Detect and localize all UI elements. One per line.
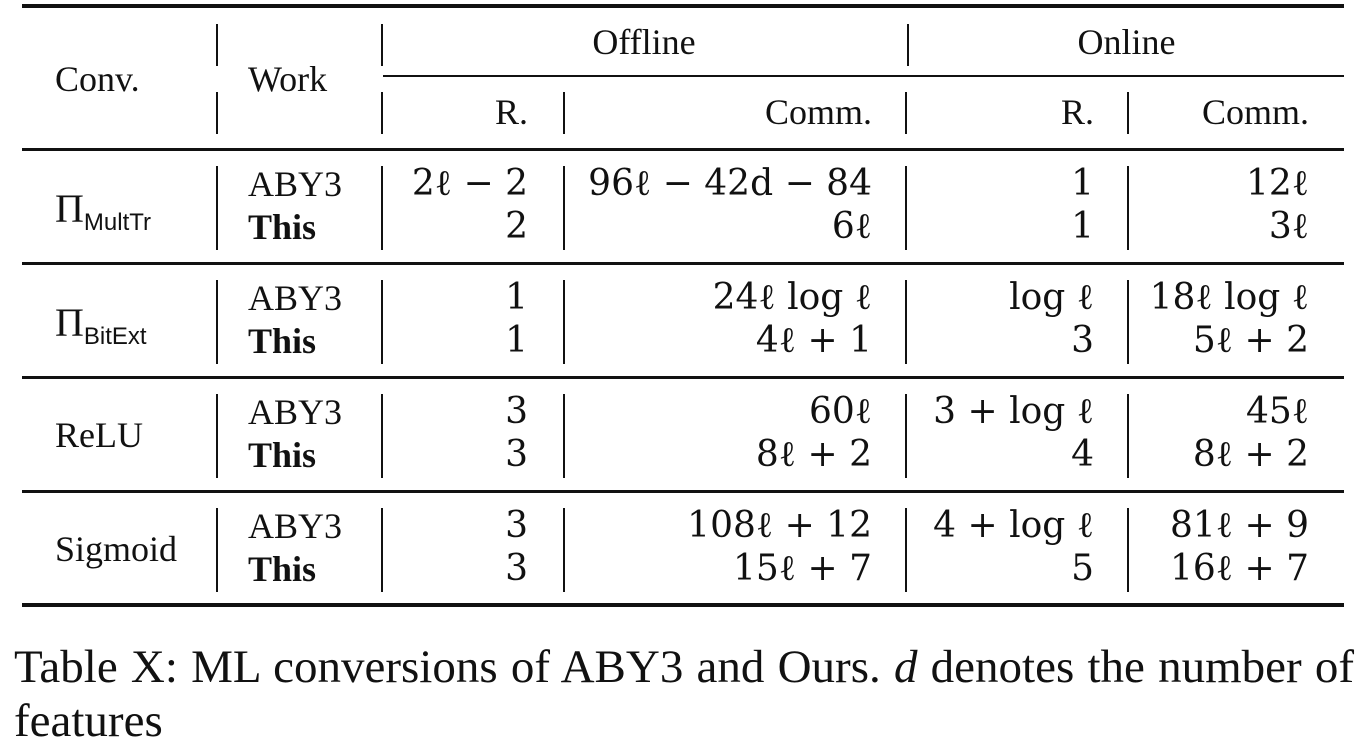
work-cell: This: [248, 207, 317, 247]
vsep: [381, 24, 383, 66]
vsep: [216, 508, 218, 592]
work-cell: ABY3: [248, 278, 343, 318]
online-comm-cell: 18ℓ log ℓ: [1149, 277, 1309, 318]
vsep: [381, 508, 383, 592]
vsep: [905, 92, 907, 134]
online-comm-cell: 12ℓ: [1245, 163, 1309, 204]
vsep: [907, 24, 909, 66]
caption-math-var: d: [893, 641, 918, 693]
online-comm-cell: 45ℓ: [1245, 391, 1309, 432]
group-divider-2: [22, 376, 1344, 379]
vsep: [216, 280, 218, 364]
online-rounds-cell: 5: [1071, 548, 1094, 589]
vsep: [216, 166, 218, 250]
offline-comm-cell: 8ℓ + 2: [755, 434, 872, 475]
vsep: [1127, 280, 1129, 364]
vsep: [1127, 92, 1129, 134]
header-online: Online: [1077, 22, 1176, 62]
offline-comm-cell: 108ℓ + 12: [687, 505, 872, 546]
group-divider-3: [22, 490, 1344, 493]
online-comm-cell: 81ℓ + 9: [1169, 505, 1309, 546]
header-online-comm: Comm.: [1201, 92, 1309, 132]
vsep: [563, 92, 565, 134]
online-comm-cell: 5ℓ + 2: [1192, 320, 1309, 361]
work-cell: ABY3: [248, 506, 343, 546]
offline-rounds-cell: 1: [505, 277, 528, 318]
conv-label-relu: ReLU: [55, 415, 143, 455]
vsep: [905, 280, 907, 364]
online-rounds-cell: 4: [1071, 434, 1094, 475]
conv-sub: BitExt: [83, 323, 147, 350]
vsep: [563, 280, 565, 364]
online-comm-cell: 3ℓ: [1268, 206, 1309, 247]
vsep: [381, 394, 383, 478]
vsep: [563, 508, 565, 592]
conv-label-multtr: ΠMultTr: [55, 187, 151, 245]
work-cell: This: [248, 549, 317, 589]
online-comm-cell: 8ℓ + 2: [1192, 434, 1309, 475]
table-caption: Table X: ML conversions of ABY3 and Ours…: [14, 640, 1354, 748]
vsep: [216, 92, 218, 134]
offline-rounds-cell: 3: [505, 548, 528, 589]
group-divider-1: [22, 262, 1344, 265]
vsep: [563, 166, 565, 250]
header-work: Work: [248, 59, 328, 99]
vsep: [381, 92, 383, 134]
offline-comm-cell: 96ℓ − 42d − 84: [588, 163, 872, 204]
vsep: [905, 166, 907, 250]
vsep: [1127, 394, 1129, 478]
online-rounds-cell: 3: [1071, 320, 1094, 361]
caption-text-before: Table X: ML conversions of ABY3 and Ours…: [14, 641, 881, 693]
conv-sub: MultTr: [83, 209, 151, 236]
vsep: [216, 24, 218, 66]
vsep: [905, 394, 907, 478]
vsep: [381, 166, 383, 250]
offline-comm-cell: 24ℓ log ℓ: [712, 277, 872, 318]
online-comm-cell: 16ℓ + 7: [1169, 548, 1309, 589]
vsep: [1127, 508, 1129, 592]
offline-rounds-cell: 3: [505, 505, 528, 546]
vsep: [1127, 166, 1129, 250]
vsep: [563, 394, 565, 478]
work-cell: ABY3: [248, 164, 343, 204]
work-cell: This: [248, 321, 317, 361]
header-offline-comm: Comm.: [764, 92, 872, 132]
offline-comm-cell: 4ℓ + 1: [755, 320, 872, 361]
conv-label-sigmoid: Sigmoid: [55, 529, 178, 569]
online-rounds-cell: 3 + log ℓ: [933, 391, 1094, 432]
header-bottom-rule: [22, 148, 1344, 151]
top-rule: [22, 4, 1344, 8]
header-online-rounds: R.: [1060, 92, 1094, 132]
header-offline-rounds: R.: [494, 92, 528, 132]
offline-comm-cell: 60ℓ: [808, 391, 872, 432]
offline-rounds-cell: 2: [505, 206, 528, 247]
online-rounds-cell: 1: [1071, 206, 1094, 247]
vsep: [905, 508, 907, 592]
offline-rounds-cell: 1: [505, 320, 528, 361]
vsep: [381, 280, 383, 364]
offline-rounds-cell: 3: [505, 391, 528, 432]
conv-base: Π: [55, 300, 84, 345]
work-cell: ABY3: [248, 392, 343, 432]
conv-base: Π: [55, 186, 84, 231]
online-rounds-cell: log ℓ: [1009, 277, 1094, 318]
bottom-rule: [22, 603, 1344, 607]
offline-comm-cell: 15ℓ + 7: [732, 548, 872, 589]
vsep: [216, 394, 218, 478]
online-rounds-cell: 1: [1071, 163, 1094, 204]
online-offline-subrule: [383, 75, 1344, 77]
offline-rounds-cell: 3: [505, 434, 528, 475]
online-rounds-cell: 4 + log ℓ: [933, 505, 1094, 546]
caption-text-after: denotes the number of features: [14, 641, 1355, 747]
conv-label-bitext: ΠBitExt: [55, 301, 147, 359]
header-conv: Conv.: [55, 59, 140, 99]
offline-comm-cell: 6ℓ: [831, 206, 872, 247]
header-offline: Offline: [592, 22, 696, 62]
offline-rounds-cell: 2ℓ − 2: [411, 163, 528, 204]
work-cell: This: [248, 435, 317, 475]
